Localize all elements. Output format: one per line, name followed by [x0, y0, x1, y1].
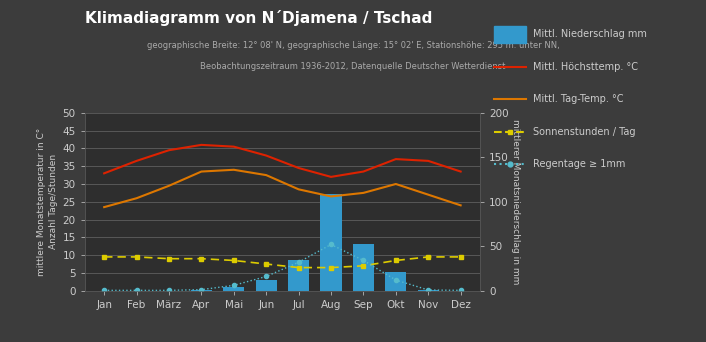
Bar [353, 245, 374, 291]
Bar [223, 287, 244, 291]
Text: Mittl. Tag-Temp. °C: Mittl. Tag-Temp. °C [533, 94, 623, 104]
Text: geographische Breite: 12° 08' N, geographische Länge: 15° 02' E, Stationshöhe: 2: geographische Breite: 12° 08' N, geograp… [147, 41, 559, 50]
Text: Regentage ≥ 1mm: Regentage ≥ 1mm [533, 159, 626, 169]
Bar [191, 290, 212, 291]
Y-axis label: mittlerer Monatsniederschlag in mm: mittlerer Monatsniederschlag in mm [511, 119, 520, 285]
Bar [418, 290, 438, 291]
Bar [385, 272, 407, 291]
Text: Sonnenstunden / Tag: Sonnenstunden / Tag [533, 127, 635, 137]
Bar [321, 194, 342, 291]
Bar [288, 260, 309, 291]
Text: Beobachtungszeitraum 1936-2012, Datenquelle Deutscher Wetterdienst: Beobachtungszeitraum 1936-2012, Datenque… [201, 62, 505, 70]
Text: Klimadiagramm von N´Djamena / Tschad: Klimadiagramm von N´Djamena / Tschad [85, 10, 432, 26]
Y-axis label: mittlere Monatstemperatur in C°
Anzahl Tage/Stunden: mittlere Monatstemperatur in C° Anzahl T… [37, 128, 59, 276]
Bar [256, 280, 277, 291]
Text: Mittl. Niederschlag mm: Mittl. Niederschlag mm [533, 29, 647, 39]
Text: Mittl. Höchsttemp. °C: Mittl. Höchsttemp. °C [533, 62, 638, 72]
